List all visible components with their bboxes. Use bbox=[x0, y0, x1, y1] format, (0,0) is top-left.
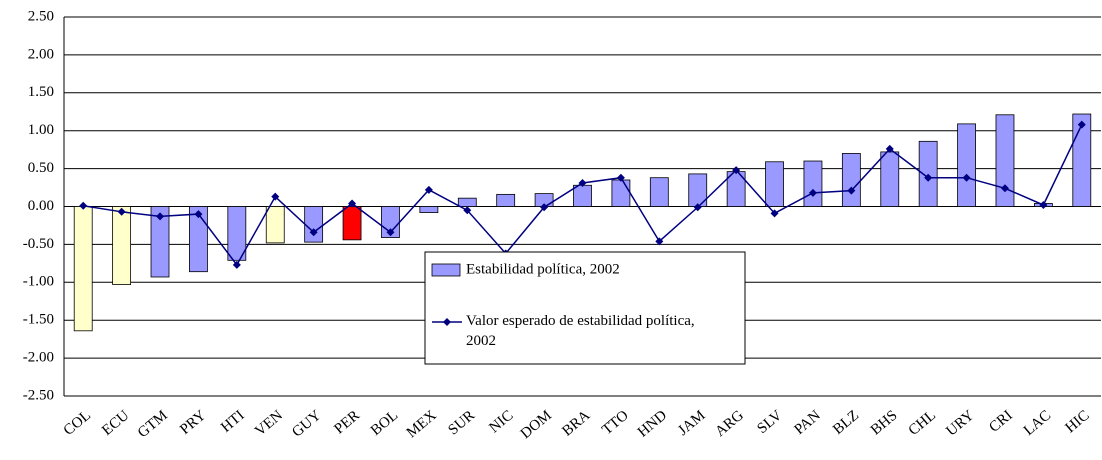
x-tick-label: BLZ bbox=[830, 407, 862, 437]
y-tick-label: 2.50 bbox=[28, 8, 54, 24]
legend-label-line: 2002 bbox=[466, 333, 496, 349]
legend-label-line: Valor esperado de estabilidad política, bbox=[466, 313, 695, 329]
marker bbox=[232, 260, 241, 269]
legend-box bbox=[424, 251, 746, 365]
bar bbox=[995, 114, 1015, 207]
marker bbox=[194, 210, 203, 219]
marker bbox=[1000, 184, 1009, 193]
bar bbox=[1072, 113, 1092, 207]
bar bbox=[611, 179, 631, 207]
bar bbox=[342, 206, 362, 241]
marker bbox=[1039, 200, 1048, 209]
bar bbox=[649, 177, 669, 207]
y-tick-label: 1.00 bbox=[28, 122, 54, 138]
x-tick-label: BRA bbox=[559, 407, 593, 439]
marker bbox=[424, 185, 433, 194]
y-tick-label: 1.50 bbox=[28, 84, 54, 100]
x-tick-label: NIC bbox=[486, 407, 516, 436]
marker bbox=[79, 201, 88, 210]
x-tick-label: SUR bbox=[445, 407, 478, 438]
bar bbox=[803, 160, 823, 207]
x-tick-label: VEN bbox=[252, 407, 286, 439]
x-tick-label: GUY bbox=[289, 407, 324, 440]
bar bbox=[304, 206, 324, 243]
x-tick-label: PAN bbox=[792, 407, 824, 438]
x-tick-label: COL bbox=[61, 407, 94, 439]
bar bbox=[112, 206, 132, 285]
x-tick-label: LAC bbox=[1021, 407, 1054, 439]
x-tick-label: BHS bbox=[868, 407, 901, 438]
x-tick-label: CRI bbox=[986, 407, 1015, 435]
bar bbox=[419, 206, 439, 213]
bar bbox=[765, 161, 784, 207]
x-tick-label: SLV bbox=[754, 407, 785, 437]
marker bbox=[962, 173, 971, 182]
marker bbox=[616, 173, 625, 182]
bar bbox=[957, 123, 976, 207]
x-tick-label: ECU bbox=[99, 407, 132, 439]
legend-label: Valor esperado de estabilidad política, 2… bbox=[466, 313, 695, 349]
marker bbox=[808, 188, 817, 197]
bar bbox=[880, 151, 900, 207]
marker bbox=[732, 166, 741, 175]
x-tick-label: HND bbox=[635, 407, 670, 440]
y-tick-label: -2.50 bbox=[23, 387, 54, 403]
y-tick-label: -2.00 bbox=[23, 350, 54, 366]
x-tick-label: DOM bbox=[518, 407, 555, 442]
legend-marker bbox=[443, 318, 451, 326]
legend-swatch bbox=[431, 263, 461, 277]
bar bbox=[573, 184, 592, 207]
marker bbox=[309, 228, 318, 237]
y-tick-label: 0.50 bbox=[28, 160, 54, 176]
bar bbox=[496, 193, 516, 207]
bar bbox=[73, 206, 93, 332]
marker bbox=[463, 206, 472, 215]
marker bbox=[348, 199, 357, 208]
bar bbox=[150, 206, 170, 278]
marker bbox=[655, 237, 664, 246]
y-tick-label: -0.50 bbox=[23, 236, 54, 252]
marker bbox=[693, 203, 702, 212]
marker bbox=[924, 173, 933, 182]
marker bbox=[578, 179, 587, 188]
marker bbox=[386, 228, 395, 237]
marker bbox=[156, 212, 165, 221]
x-tick-label: JAM bbox=[675, 407, 708, 439]
x-tick-label: MEX bbox=[404, 407, 440, 441]
bar bbox=[189, 206, 208, 273]
bar bbox=[457, 197, 477, 207]
x-tick-label: CHL bbox=[906, 407, 939, 439]
x-tick-label: TTO bbox=[599, 407, 632, 438]
marker bbox=[885, 144, 894, 153]
marker bbox=[540, 203, 549, 212]
x-tick-label: HTI bbox=[218, 407, 247, 435]
legend: Estabilidad política, 2002 Valor esperado… bbox=[424, 251, 746, 365]
bar bbox=[265, 206, 285, 244]
marker bbox=[271, 192, 280, 201]
x-tick-label: URY bbox=[943, 407, 977, 439]
y-tick-label: -1.50 bbox=[23, 312, 54, 328]
marker bbox=[847, 186, 856, 195]
bar bbox=[841, 153, 861, 207]
marker bbox=[117, 207, 126, 216]
bar bbox=[227, 206, 247, 261]
marker bbox=[770, 209, 779, 218]
x-tick-label: GTM bbox=[135, 407, 171, 441]
x-tick-label: PER bbox=[331, 407, 362, 437]
marker bbox=[1077, 120, 1086, 129]
x-tick-label: ARG bbox=[712, 407, 747, 440]
y-tick-label: 0.00 bbox=[28, 198, 54, 214]
y-tick-label: -1.00 bbox=[23, 274, 54, 290]
x-tick-label: PRY bbox=[177, 407, 209, 438]
x-tick-label: BOL bbox=[368, 407, 401, 439]
legend-label: Estabilidad política, 2002 bbox=[466, 261, 620, 277]
y-tick-label: 2.00 bbox=[28, 46, 54, 62]
x-tick-label: HIC bbox=[1062, 407, 1092, 436]
